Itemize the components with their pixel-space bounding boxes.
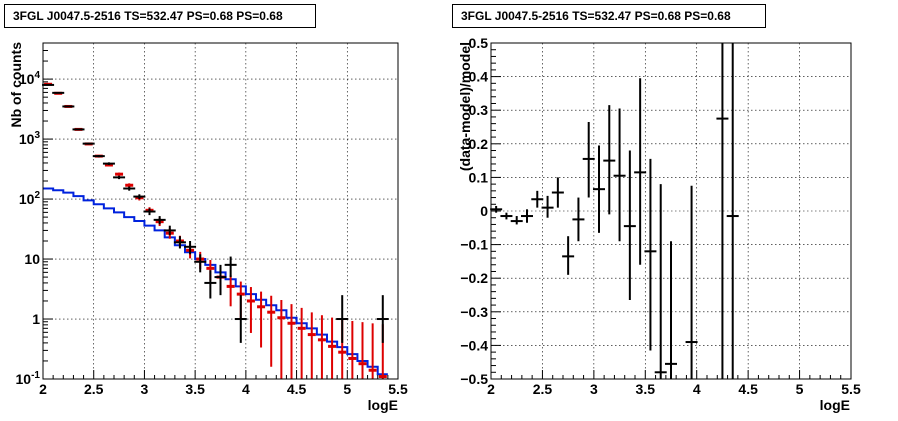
- right-y-tick-label: 0.1: [469, 169, 489, 185]
- right-y-tick-label: −0.3: [460, 304, 488, 320]
- right-y-tick-label: 0.5: [469, 35, 489, 51]
- left-y-tick-label: 10: [24, 251, 40, 267]
- left-y-tick-label: 10-1: [16, 370, 41, 387]
- right-y-tick-label: 0.2: [469, 136, 489, 152]
- right-x-tick-label: 5.5: [841, 381, 861, 397]
- left-data-points: [42, 83, 389, 343]
- right-y-tick-label: −0.1: [460, 237, 488, 253]
- left-x-tick-label: 2: [39, 381, 47, 397]
- left-x-tick-label: 2.5: [84, 381, 104, 397]
- left-total-model: [44, 82, 387, 379]
- right-x-tick-label: 4: [693, 381, 701, 397]
- right-y-tick-label: −0.2: [460, 270, 488, 286]
- right-x-tick-label: 2.5: [533, 381, 553, 397]
- right-y-tick-label: −0.5: [460, 371, 488, 387]
- left-grid: [43, 43, 398, 379]
- left-x-tick-label: 5.5: [388, 381, 408, 397]
- source-model-line: [43, 187, 388, 376]
- left-source-model: [43, 187, 388, 376]
- right-y-tick-label: 0.4: [469, 69, 489, 85]
- right-plot-residuals: 2 2.5 3 3.5 4 4.5 5 5.5 0.5 0.4 0.3 0.2 0.1 0 −0.1 −0.2…: [457, 35, 861, 413]
- left-x-tick-label: 3: [141, 381, 149, 397]
- left-y-axis-label: Nb of counts: [8, 42, 24, 128]
- left-x-tick-label: 5: [343, 381, 351, 397]
- left-plot-title: 3FGL J0047.5-2516 TS=532.47 PS=0.68 PS=0…: [4, 4, 316, 28]
- right-x-tick-label: 3.5: [636, 381, 656, 397]
- left-x-tick-label: 4: [242, 381, 250, 397]
- right-x-tick-label: 2: [487, 381, 495, 397]
- left-plot-frame: [42, 42, 399, 380]
- left-y-tick-label: 103: [19, 130, 41, 147]
- left-y-tick-label: 1: [32, 311, 40, 327]
- right-y-tick-label: 0: [480, 203, 488, 219]
- left-x-tick-label: 3.5: [185, 381, 205, 397]
- right-x-tick-label: 3: [590, 381, 598, 397]
- right-x-tick-label: 5: [796, 381, 804, 397]
- right-x-tick-label: 4.5: [738, 381, 758, 397]
- left-x-tick-label: 4.5: [287, 381, 307, 397]
- right-x-axis-label: logE: [820, 397, 850, 413]
- left-x-axis-label: logE: [368, 397, 398, 413]
- right-residual-points: [490, 43, 739, 379]
- right-y-tick-label: 0.3: [469, 102, 489, 118]
- right-axis-ticks: 2 2.5 3 3.5 4 4.5 5 5.5 0.5 0.4 0.3 0.2 0.1 0 −0.1 −0.2…: [460, 35, 861, 397]
- right-y-tick-label: −0.4: [460, 337, 488, 353]
- left-y-tick-label: 102: [19, 190, 41, 207]
- right-plot-title: 3FGL J0047.5-2516 TS=532.47 PS=0.68 PS=0…: [452, 4, 766, 28]
- right-y-axis-label: (data-model)/model: [457, 42, 473, 171]
